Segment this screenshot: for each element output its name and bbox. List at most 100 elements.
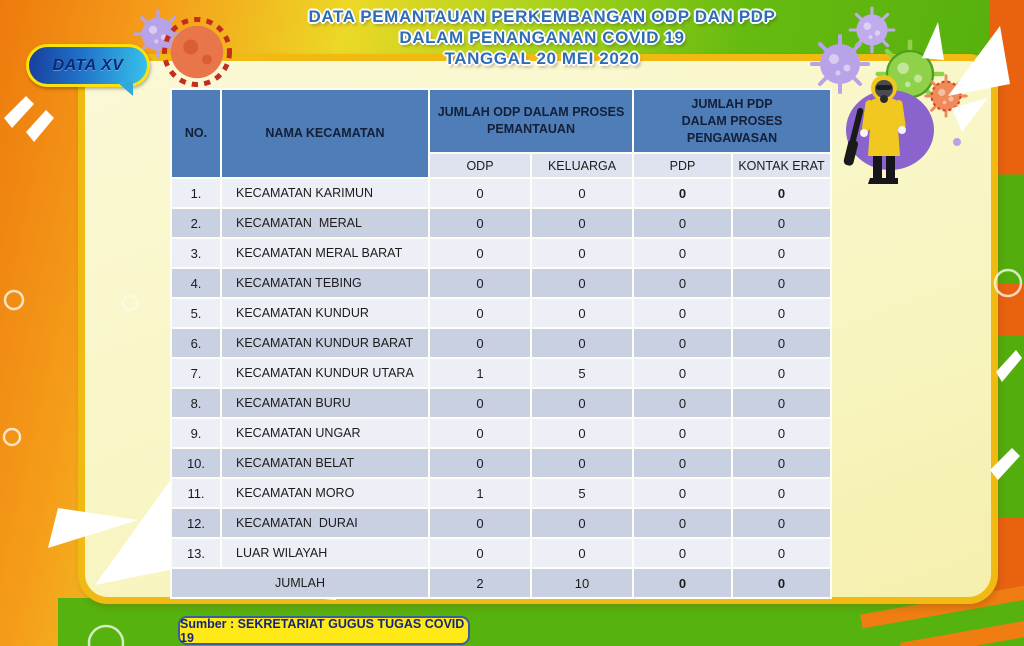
odp-value: 0	[428, 537, 532, 569]
kecamatan-name: KECAMATAN BURU	[220, 387, 430, 419]
covid-data-table: NO. NAMA KECAMATAN JUMLAH ODP DALAM PROS…	[170, 88, 833, 599]
total-row: JUMLAH 2 10 0 0	[170, 567, 833, 599]
row-number: 12.	[170, 507, 222, 539]
total-pdp-value: 0	[632, 567, 733, 599]
keluarga-value: 0	[530, 537, 634, 569]
total-label: JUMLAH	[170, 567, 430, 599]
row-number: 11.	[170, 477, 222, 509]
pdp-value: 0	[632, 387, 733, 419]
kontak-erat-value: 0	[730, 297, 833, 329]
total-keluarga-value: 10	[530, 567, 634, 599]
kecamatan-name: KECAMATAN MERAL BARAT	[220, 237, 430, 269]
kecamatan-name: KECAMATAN KUNDUR BARAT	[220, 327, 430, 359]
kecamatan-name: KECAMATAN KUNDUR UTARA	[220, 357, 430, 389]
pdp-value: 0	[632, 417, 733, 449]
odp-value: 0	[428, 267, 532, 299]
kecamatan-name: KECAMATAN TEBING	[220, 267, 430, 299]
keluarga-value: 0	[530, 207, 634, 239]
total-kontak-erat-value: 0	[730, 567, 833, 599]
table-row: 6. KECAMATAN KUNDUR BARAT 0 0 0 0	[170, 327, 833, 359]
kontak-erat-value: 0	[730, 387, 833, 419]
pdp-value: 0	[632, 477, 733, 509]
pdp-value: 0	[632, 357, 733, 389]
row-number: 13.	[170, 537, 222, 569]
kontak-erat-value: 0	[730, 177, 833, 209]
source-label: Sumber : SEKRETARIAT GUGUS TUGAS COVID 1…	[180, 616, 465, 645]
data-xv-label: DATA XV	[52, 56, 124, 74]
kontak-erat-value: 0	[730, 447, 833, 479]
kecamatan-name: KECAMATAN BELAT	[220, 447, 430, 479]
row-number: 9.	[170, 417, 222, 449]
sub-header-keluarga: KELUARGA	[530, 152, 634, 179]
title-line-1: DATA PEMANTAUAN PERKEMBANGAN ODP DAN PDP	[308, 7, 776, 26]
table-row: 5. KECAMATAN KUNDUR 0 0 0 0	[170, 297, 833, 329]
kecamatan-name: KECAMATAN MORO	[220, 477, 430, 509]
pdp-value: 0	[632, 237, 733, 269]
keluarga-value: 5	[530, 477, 634, 509]
kontak-erat-value: 0	[730, 207, 833, 239]
keluarga-value: 0	[530, 177, 634, 209]
row-number: 6.	[170, 327, 222, 359]
pdp-value: 0	[632, 447, 733, 479]
sub-header-kontak-erat: KONTAK ERAT	[730, 152, 833, 179]
table-row: 11. KECAMATAN MORO 1 5 0 0	[170, 477, 833, 509]
odp-value: 0	[428, 387, 532, 419]
odp-value: 1	[428, 357, 532, 389]
pdp-value: 0	[632, 507, 733, 539]
pdp-value: 0	[632, 177, 733, 209]
kecamatan-name: KECAMATAN KARIMUN	[220, 177, 430, 209]
page-title: DATA PEMANTAUAN PERKEMBANGAN ODP DAN PDP…	[212, 6, 872, 69]
data-xv-badge: DATA XV	[26, 44, 150, 96]
title-line-3: TANGGAL 20 MEI 2020	[444, 49, 640, 68]
kecamatan-name: KECAMATAN DURAI	[220, 507, 430, 539]
keluarga-value: 0	[530, 387, 634, 419]
row-number: 1.	[170, 177, 222, 209]
row-number: 4.	[170, 267, 222, 299]
table-body: 1. KECAMATAN KARIMUN 0 0 0 0 2. KECAMATAN MERAL…	[170, 177, 833, 569]
title-line-2: DALAM PENANGANAN COVID 19	[399, 28, 685, 47]
kontak-erat-value: 0	[730, 327, 833, 359]
table-row: 10. KECAMATAN BELAT 0 0 0 0	[170, 447, 833, 479]
kecamatan-name: LUAR WILAYAH	[220, 537, 430, 569]
pdp-value: 0	[632, 297, 733, 329]
group-header-pdp: JUMLAH PDP DALAM PROSES PENGAWASAN	[631, 88, 833, 154]
kontak-erat-value: 0	[730, 237, 833, 269]
pdp-value: 0	[632, 207, 733, 239]
odp-value: 1	[428, 477, 532, 509]
table-row: 12. KECAMATAN DURAI 0 0 0 0	[170, 507, 833, 539]
col-header-kecamatan: NAMA KECAMATAN	[220, 88, 430, 179]
table-row: 9. KECAMATAN UNGAR 0 0 0 0	[170, 417, 833, 449]
table-row: 3. KECAMATAN MERAL BARAT 0 0 0 0	[170, 237, 833, 269]
keluarga-value: 0	[530, 327, 634, 359]
odp-value: 0	[428, 507, 532, 539]
odp-value: 0	[428, 297, 532, 329]
kontak-erat-value: 0	[730, 267, 833, 299]
odp-value: 0	[428, 207, 532, 239]
odp-value: 0	[428, 327, 532, 359]
keluarga-value: 0	[530, 267, 634, 299]
row-number: 8.	[170, 387, 222, 419]
row-number: 3.	[170, 237, 222, 269]
kecamatan-name: KECAMATAN UNGAR	[220, 417, 430, 449]
sub-header-pdp: PDP	[632, 152, 733, 179]
table-row: 7. KECAMATAN KUNDUR UTARA 1 5 0 0	[170, 357, 833, 389]
kecamatan-name: KECAMATAN MERAL	[220, 207, 430, 239]
col-header-no: NO.	[170, 88, 222, 179]
kontak-erat-value: 0	[730, 357, 833, 389]
sub-header-odp: ODP	[428, 152, 532, 179]
table-row: 1. KECAMATAN KARIMUN 0 0 0 0	[170, 177, 833, 209]
odp-value: 0	[428, 447, 532, 479]
pdp-value: 0	[632, 267, 733, 299]
kecamatan-name: KECAMATAN KUNDUR	[220, 297, 430, 329]
kontak-erat-value: 0	[730, 507, 833, 539]
keluarga-value: 0	[530, 447, 634, 479]
table-row: 4. KECAMATAN TEBING 0 0 0 0	[170, 267, 833, 299]
odp-value: 0	[428, 417, 532, 449]
keluarga-value: 0	[530, 417, 634, 449]
table-row: 13. LUAR WILAYAH 0 0 0 0	[170, 537, 833, 569]
keluarga-value: 5	[530, 357, 634, 389]
row-number: 5.	[170, 297, 222, 329]
pdp-value: 0	[632, 537, 733, 569]
total-odp-value: 2	[428, 567, 532, 599]
table-row: 8. KECAMATAN BURU 0 0 0 0	[170, 387, 833, 419]
